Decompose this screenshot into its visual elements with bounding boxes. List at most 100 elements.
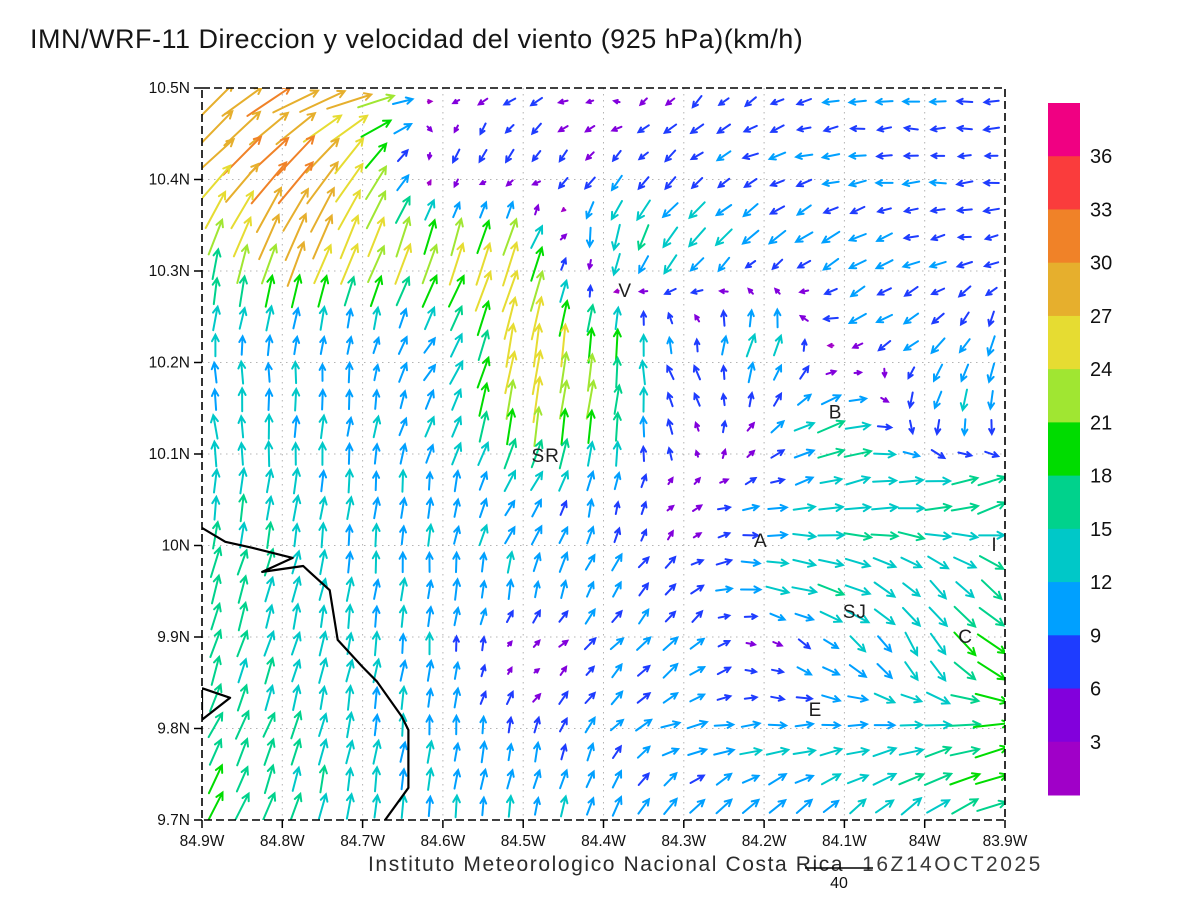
wind-arrow xyxy=(235,765,249,793)
wind-arrow xyxy=(583,636,597,651)
wind-arrow xyxy=(265,494,275,521)
wind-arrow xyxy=(284,212,308,261)
wind-arrow xyxy=(901,97,921,106)
wind-arrow xyxy=(372,442,381,465)
wind-arrow xyxy=(559,499,568,516)
wind-arrow xyxy=(901,179,921,188)
wind-arrow xyxy=(610,174,623,192)
wind-arrow xyxy=(585,98,595,105)
wind-arrow xyxy=(610,690,624,706)
wind-arrow xyxy=(425,522,435,547)
wind-arrow xyxy=(318,630,328,657)
wind-arrow xyxy=(611,662,623,679)
wind-arrow xyxy=(745,640,758,647)
wind-arrow xyxy=(476,219,491,255)
wind-arrow xyxy=(720,334,729,356)
wind-arrow xyxy=(533,796,541,816)
wind-arrow xyxy=(345,523,354,546)
wind-arrow xyxy=(694,313,701,323)
wind-arrow xyxy=(478,470,489,491)
wind-arrow xyxy=(345,792,355,820)
wind-arrow xyxy=(637,772,651,786)
wind-arrow xyxy=(664,583,677,596)
wind-arrow xyxy=(503,469,516,492)
wind-arrow xyxy=(478,523,489,547)
wind-arrow xyxy=(847,179,867,188)
colorbar-label: 36 xyxy=(1090,146,1112,168)
wind-arrow xyxy=(817,447,846,459)
wind-arrow xyxy=(929,660,947,683)
wind-arrow xyxy=(694,449,700,458)
wind-arrow xyxy=(395,275,411,307)
wind-arrow xyxy=(558,437,570,470)
wind-arrow xyxy=(897,503,926,513)
wind-arrow xyxy=(612,744,622,759)
wind-arrow xyxy=(928,606,949,628)
wind-arrow xyxy=(773,307,782,329)
wind-arrow xyxy=(904,661,919,682)
wind-arrow xyxy=(505,378,517,420)
wind-arrow xyxy=(265,520,275,549)
wind-arrow xyxy=(795,204,812,216)
wind-arrow xyxy=(478,410,490,443)
colorbar-label: 6 xyxy=(1090,679,1101,701)
wind-arrow xyxy=(873,581,897,598)
wind-arrow xyxy=(502,240,519,287)
wind-arrow xyxy=(291,549,302,575)
wind-arrow xyxy=(450,332,463,358)
wind-arrow xyxy=(369,274,384,307)
wind-arrow xyxy=(743,178,758,188)
wind-arrow xyxy=(713,720,736,729)
wind-arrow xyxy=(769,179,785,187)
wind-arrow xyxy=(337,188,361,231)
wind-arrow xyxy=(881,367,888,379)
wind-arrow xyxy=(662,692,680,704)
wind-arrow xyxy=(875,232,893,242)
wind-arrow xyxy=(929,152,946,160)
wind-arrow xyxy=(898,772,926,786)
wind-arrow xyxy=(478,180,487,186)
colorbar-segment xyxy=(1048,635,1080,690)
wind-arrow xyxy=(452,550,461,574)
wind-arrow xyxy=(847,312,867,325)
wind-arrow xyxy=(398,307,408,329)
wind-arrow xyxy=(345,307,354,329)
wind-arrow xyxy=(609,718,625,732)
wind-arrow xyxy=(210,387,220,411)
wind-arrow xyxy=(453,124,459,134)
wind-arrow xyxy=(902,312,920,325)
wind-arrow xyxy=(930,287,946,296)
wind-arrow xyxy=(612,99,621,105)
wind-arrow xyxy=(397,148,409,163)
wind-arrow xyxy=(372,388,381,410)
wind-arrow xyxy=(453,741,461,762)
wind-arrow xyxy=(424,305,436,331)
wind-arrow xyxy=(250,160,288,205)
wind-arrow xyxy=(640,500,648,515)
wind-arrow xyxy=(474,269,493,312)
station-label-i: I xyxy=(991,535,997,556)
wind-arrow xyxy=(693,391,701,407)
wind-arrow xyxy=(797,393,813,406)
x-tick-label: 84.6W xyxy=(420,833,465,850)
wind-arrow xyxy=(364,142,388,169)
wind-arrow xyxy=(395,195,411,224)
wind-arrow xyxy=(345,388,354,411)
wind-arrow xyxy=(691,95,703,109)
wind-arrow xyxy=(772,641,784,647)
wind-arrow xyxy=(255,186,283,233)
y-tick-label: 10N xyxy=(162,538,190,555)
y-tick-label: 9.7N xyxy=(157,812,190,829)
wind-arrow xyxy=(501,269,519,313)
colorbar-segment xyxy=(1048,103,1080,157)
wind-arrow xyxy=(637,151,649,161)
wind-arrow xyxy=(398,361,408,383)
wind-arrow xyxy=(876,207,892,214)
wind-arrow xyxy=(923,772,954,786)
wind-arrow xyxy=(851,342,864,349)
wind-arrow xyxy=(902,582,922,598)
wind-arrow xyxy=(770,419,786,434)
wind-arrow xyxy=(742,503,761,512)
wind-arrow xyxy=(290,273,303,309)
wind-arrow xyxy=(238,493,248,523)
